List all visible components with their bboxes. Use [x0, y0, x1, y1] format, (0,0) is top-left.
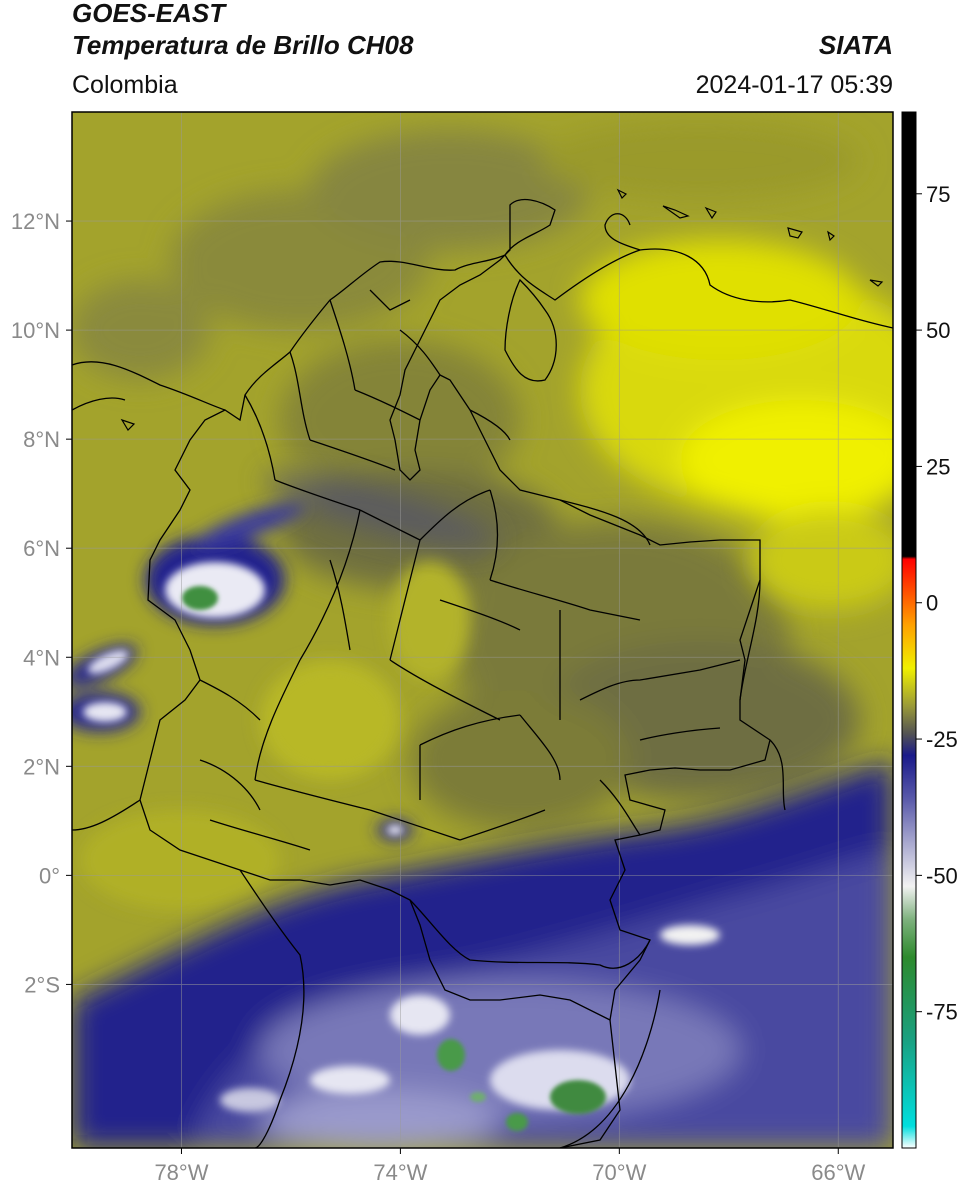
region-label: Colombia: [72, 71, 178, 99]
lat-tick-label: 2°N: [23, 754, 60, 779]
lon-tick-label: 74°W: [373, 1160, 427, 1185]
lat-tick-label: 2°S: [24, 972, 60, 997]
islands: [120, 188, 884, 431]
lat-tick-label: 6°N: [23, 536, 60, 561]
latitude-labels: 12°N 10°N 8°N 6°N 4°N 2°N 0° 2°S: [11, 209, 72, 997]
lat-tick-label: 12°N: [11, 209, 60, 234]
colorbar-tick-label: -50: [926, 863, 958, 888]
colorbar-tick-label: 0: [926, 591, 938, 616]
colorbar-tick-label: 50: [926, 318, 950, 343]
lon-tick-label: 70°W: [592, 1160, 646, 1185]
longitude-labels: 78°W 74°W 70°W 66°W: [154, 1148, 866, 1185]
lon-tick-label: 78°W: [154, 1160, 208, 1185]
colorbar-ticks: 75 50 25 0 -25 -50 -75: [916, 182, 958, 1025]
colorbar-frame: [901, 111, 917, 1149]
colorbar-tick-label: -25: [926, 727, 958, 752]
borders: [72, 198, 893, 1148]
colorbar-tick-label: -75: [926, 1000, 958, 1025]
lat-tick-label: 8°N: [23, 427, 60, 452]
colorbar-tick-label: 25: [926, 454, 950, 479]
colorbar-tick-label: 75: [926, 182, 950, 207]
lat-tick-label: 0°: [39, 863, 60, 888]
brightness-temperature-field: [72, 112, 893, 1148]
graticule: [72, 112, 893, 1148]
brand-label: SIATA: [818, 30, 893, 60]
title-satellite: GOES-EAST: [72, 0, 226, 28]
map-frame: [71, 111, 894, 1149]
lat-tick-label: 4°N: [23, 645, 60, 670]
colorbar-ramp: [902, 112, 916, 1148]
lon-tick-label: 66°W: [811, 1160, 865, 1185]
lat-tick-label: 10°N: [11, 318, 60, 343]
title-product: Temperatura de Brillo CH08: [72, 30, 414, 60]
timestamp: 2024-01-17 05:39: [695, 71, 893, 99]
colorbar: 75 50 25 0 -25 -50 -75: [901, 111, 958, 1149]
